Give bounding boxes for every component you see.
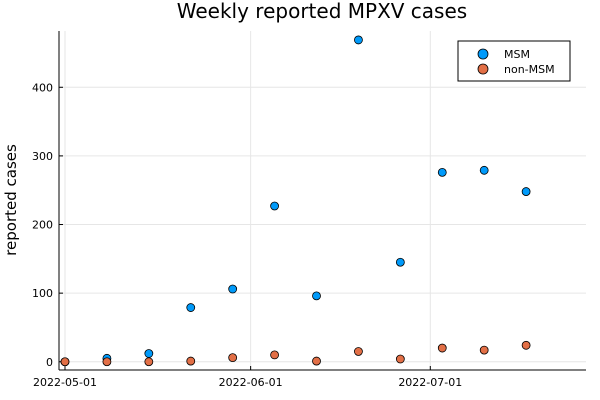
data-point-non-msm bbox=[354, 347, 363, 356]
data-point-non-msm bbox=[479, 345, 489, 355]
data-point-non-msm bbox=[186, 356, 196, 366]
data-point-non-msm bbox=[60, 357, 70, 367]
data-point-non-msm bbox=[521, 340, 531, 350]
data-point-msm bbox=[144, 349, 154, 358]
grid-layer bbox=[59, 31, 586, 370]
legend-marker-non-msm bbox=[477, 63, 489, 75]
y-tick-label: 200 bbox=[32, 219, 53, 232]
data-point-non-msm bbox=[144, 357, 154, 367]
data-point-msm bbox=[228, 284, 238, 294]
data-point-msm bbox=[270, 201, 279, 211]
data-point-msm bbox=[521, 187, 531, 196]
data-point-non-msm bbox=[102, 357, 112, 367]
data-point-msm bbox=[186, 303, 196, 312]
legend-label-msm: MSM bbox=[504, 48, 530, 61]
y-tick-label: 0 bbox=[46, 356, 53, 369]
legend-label-non-msm: non-MSM bbox=[504, 63, 555, 76]
tick-layer: 0 100 200 300 400 2022-05-01 2022-06-01 2022-07… bbox=[32, 81, 462, 389]
x-tick-label: 2022-07-01 bbox=[398, 376, 462, 389]
data-point-msm bbox=[395, 257, 405, 267]
data-point-msm bbox=[479, 165, 489, 175]
x-tick-label: 2022-06-01 bbox=[219, 376, 283, 389]
data-point-msm bbox=[312, 291, 321, 301]
y-tick-label: 300 bbox=[32, 150, 53, 163]
legend-box bbox=[457, 40, 571, 82]
legend-marker-msm bbox=[477, 48, 489, 60]
points-layer bbox=[60, 35, 531, 367]
y-axis-label: reported cases bbox=[2, 144, 20, 256]
x-tick-label: 2022-05-01 bbox=[33, 376, 97, 389]
data-point-non-msm bbox=[270, 350, 279, 360]
y-tick-label: 400 bbox=[32, 81, 53, 94]
legend: MSM non-MSM bbox=[457, 40, 571, 82]
y-tick-label: 100 bbox=[32, 287, 53, 300]
data-point-non-msm bbox=[395, 354, 405, 364]
data-point-msm bbox=[354, 35, 363, 45]
data-point-non-msm bbox=[228, 353, 238, 363]
data-point-msm bbox=[437, 167, 447, 177]
chart-title: Weekly reported MPXV cases bbox=[177, 0, 467, 23]
data-point-non-msm bbox=[437, 343, 447, 353]
data-point-non-msm bbox=[312, 356, 321, 366]
